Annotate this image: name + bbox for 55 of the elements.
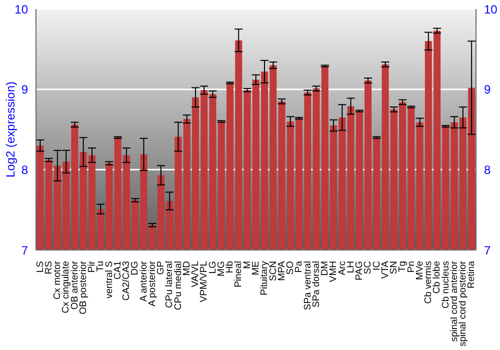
x-tick-label: SO: [285, 261, 296, 275]
x-tick-label: LH: [345, 260, 356, 274]
x-tick-label: CPu medial: [172, 261, 184, 310]
y-axis-title: Log2 (expression): [3, 81, 18, 178]
x-tick-label: Arc: [336, 260, 348, 276]
x-tick-label: MD: [181, 260, 192, 276]
x-tick-label: MG: [216, 261, 227, 276]
x-tick-label: MPA: [276, 260, 288, 281]
x-tick-label: VPM/VPL: [198, 261, 210, 302]
x-tick-label: SN: [388, 260, 400, 274]
x-tick-label: Pa: [294, 260, 305, 273]
x-tick-label: Tu: [95, 261, 106, 272]
y-tick-label: 10: [14, 2, 28, 16]
x-tick-label: Hb: [224, 261, 236, 274]
x-tick-label: SCN: [268, 260, 279, 282]
x-tick-label: spinal cord posterior: [458, 261, 469, 347]
x-tick-label: VTA: [380, 260, 391, 279]
x-tick-label: LS: [34, 261, 46, 273]
x-tick-label: ventral S: [104, 261, 115, 298]
x-tick-label: Pn: [406, 261, 417, 273]
y-tick-label: 8: [21, 162, 28, 177]
x-tick-label: A posterior: [146, 261, 158, 306]
x-tick-label: Retina: [466, 260, 478, 288]
x-tick-label: MVe: [414, 261, 426, 280]
y-tick-label: 9: [21, 82, 28, 97]
x-tick-label: OB anterior: [69, 261, 80, 310]
x-tick-label: ME: [250, 261, 262, 276]
x-tick-label: Cb lobe: [432, 261, 443, 294]
y2-tick-label: 7: [484, 243, 491, 258]
y-tick-label: 7: [21, 243, 28, 258]
y2-tick-label: 8: [484, 162, 491, 177]
x-tick-label: GP: [156, 261, 167, 275]
x-tick-label: CA1: [112, 261, 124, 280]
x-tick-label: CPu lateral: [164, 261, 176, 308]
x-tick-label: SPa dorsal: [310, 261, 322, 308]
x-tick-label: VMH: [328, 260, 340, 282]
x-tick-label: IC: [371, 260, 382, 270]
y2-tick-label: 9: [484, 82, 491, 97]
x-tick-label: DM: [320, 260, 331, 276]
x-tick-label: RS: [43, 261, 54, 274]
x-tick-label: Cx cingulate: [60, 261, 72, 314]
y2-tick-label: 10: [484, 2, 498, 16]
x-tick-label: Tg: [397, 261, 408, 272]
x-tick-label: A anterior: [138, 261, 150, 302]
x-tick-label: SPa ventral: [302, 261, 314, 310]
x-tick-label: OB posterior: [78, 261, 89, 314]
x-tick-label: spinal cord anterior: [448, 261, 460, 342]
x-tick-label: Pineal: [233, 261, 244, 288]
x-tick-label: M: [242, 260, 253, 269]
x-tick-label: Pir: [86, 261, 98, 273]
x-tick-label: Pituitary: [259, 260, 270, 296]
x-tick-label: SC: [362, 260, 374, 274]
x-tick-label: Cb nucleus: [440, 260, 452, 309]
x-tick-label: LG: [207, 261, 218, 274]
x-tick-label: DG: [130, 261, 141, 276]
